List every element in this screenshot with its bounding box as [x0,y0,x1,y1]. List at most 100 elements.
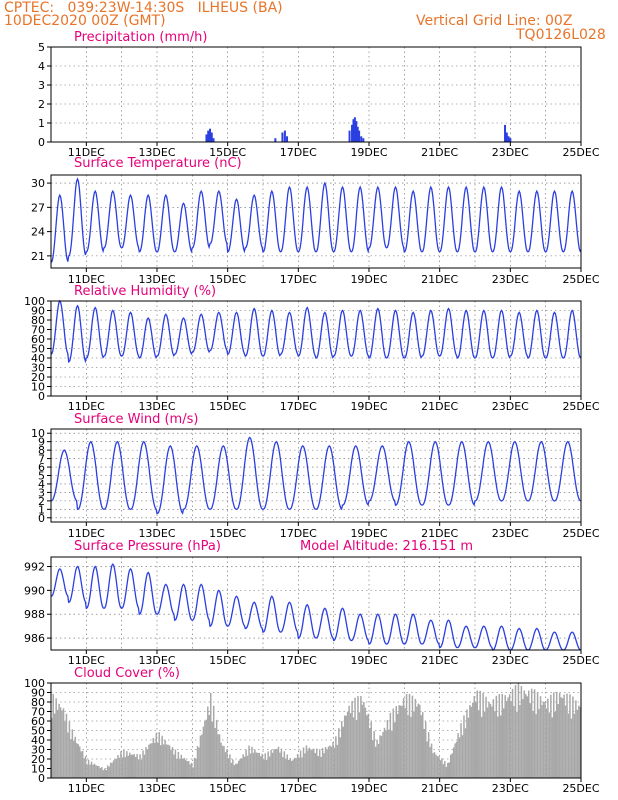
cloud-bar [173,754,175,778]
x-tick-label: 17DEC [280,782,317,795]
cloud-bar [454,743,456,778]
y-tick-label: 50 [31,725,45,738]
cloud-bar [245,749,247,778]
y-tick-label: 0 [38,390,45,403]
cloud-bar [268,756,271,778]
cloud-bar [237,760,240,778]
cloud-bar [422,712,424,778]
cloud-bar [189,764,191,778]
y-tick-label: 7 [38,453,45,466]
cloud-bar [430,743,433,778]
precip-bar [205,134,208,142]
cloud-bar [316,748,318,778]
cloud-bar [207,706,209,778]
cloud-bar [538,709,540,778]
cloud-bar [176,758,178,778]
cloud-bar [321,748,324,778]
panel-annotation: Model Altitude: 216.151 m [300,539,473,554]
y-tick-label: 60 [31,333,45,346]
cloud-bar [115,758,118,778]
cloud-bar [386,719,389,778]
cloud-bar [273,749,275,778]
cloud-bar [201,734,203,778]
y-tick-label: 21 [31,250,45,263]
precip-bar [355,121,358,142]
cloud-bar [114,758,116,778]
y-tick-label: 80 [31,314,45,327]
cloud-bar [246,755,249,778]
cloud-bar [455,741,458,778]
cloud-bar [258,752,261,778]
cloud-bar [52,694,54,778]
cloud-bar [76,743,78,778]
cloud-bar [576,709,579,778]
cloud-bar [171,747,174,778]
cloud-bar [466,709,468,778]
cloud-bar [575,700,577,778]
cloud-bar [510,701,512,778]
cloud-bar [67,732,69,778]
cloud-bar [447,762,449,778]
y-tick-label: 10 [31,763,45,776]
cloud-bar [136,753,138,778]
x-tick-label: 13DEC [138,654,175,667]
cloud-bar [522,699,524,778]
x-tick-label: 25DEC [562,146,599,159]
cloud-bar [494,711,496,778]
cloud-bar [311,750,314,778]
cloud-bar [318,749,321,778]
cloud-bar [441,758,443,778]
cloud-bar [457,733,459,778]
cloud-bar [307,750,309,778]
cloud-bar [261,753,264,778]
cloud-bar [419,704,421,778]
series-line [50,299,582,364]
cloud-bar [358,712,361,778]
cloud-bar [293,757,296,778]
cloud-bar [211,721,213,778]
cloud-bar [65,713,68,778]
cloud-bar [533,689,536,778]
cloud-bar [271,752,274,778]
y-tick-label: 10 [31,381,45,394]
x-tick-label: 25DEC [562,782,599,795]
cloud-bar [495,695,498,778]
cloud-bar [345,715,347,778]
cloud-bar [249,753,252,778]
precip-bar [505,132,508,142]
x-tick-label: 21DEC [421,400,458,413]
cloud-bar [154,742,156,778]
header-date: 10DEC2020 00Z (GMT) [4,13,166,29]
cloud-bar [174,749,177,778]
cloud-bar [288,759,290,778]
cloud-bar [226,749,228,778]
x-tick-label: 11DEC [68,400,105,413]
cloud-bar [99,768,102,778]
panel-title: Precipitation (mm/h) [74,30,207,45]
cloud-bar [405,693,408,778]
cloud-bar [429,747,431,778]
cloud-bar [463,715,465,778]
x-tick-label: 25DEC [562,527,599,540]
cloud-bar [193,757,196,778]
cloud-bar [366,715,368,778]
cloud-bar [324,746,327,778]
cloud-bar [276,749,278,778]
cloud-bar [470,706,473,778]
y-tick-label: 1 [38,117,45,130]
cloud-bar [186,761,188,778]
precip-bar [360,136,363,142]
y-tick-label: 9 [38,436,45,449]
cloud-bar [260,756,262,778]
y-tick-label: 5 [38,470,45,483]
cloud-bar [118,757,121,778]
panel-frame [50,46,582,143]
cloud-bar [180,754,183,778]
cloud-bar [339,737,342,778]
y-tick-label: 2 [38,98,45,111]
panel-frame [50,174,582,269]
cloud-bar [111,762,113,778]
y-tick-label: 3 [38,486,45,499]
cloud-bar [394,722,396,778]
cloud-bar [109,762,112,778]
